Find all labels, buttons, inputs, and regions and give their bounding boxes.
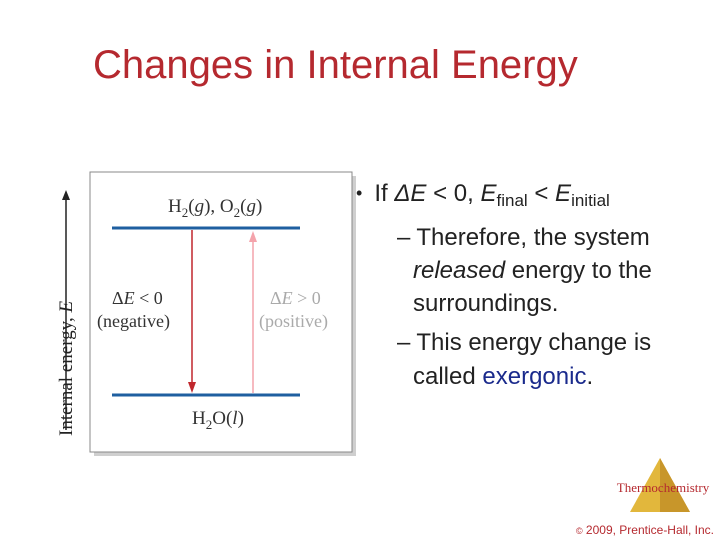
highlight-term: exergonic [482, 363, 586, 390]
bullet-text: < 0, [426, 180, 480, 207]
axis-label-text: Internal energy, [56, 313, 77, 436]
sub-bullet-line: released energy to the [413, 257, 652, 284]
bullet-text: E [480, 180, 497, 207]
bullet: • If ΔE < 0, Efinal < Einitial [356, 180, 610, 210]
top-level-label: H2(g), O2(g) [168, 196, 262, 220]
formula-part: ( [188, 196, 194, 217]
sub-bullet-text: energy to the [505, 257, 652, 284]
bullet-text: < [528, 180, 555, 207]
formula-part: ( [240, 196, 246, 217]
axis-label: Internal energy, E [56, 301, 77, 436]
sub-bullet: – Therefore, the system [397, 224, 650, 251]
subscript: 2 [206, 417, 213, 432]
down-arrowhead [188, 382, 196, 393]
label-part: > 0 [293, 288, 321, 308]
formula-part: H [192, 408, 206, 429]
sub-bullet-text: This energy change is [416, 329, 651, 356]
logo-pyramid-side [660, 458, 690, 512]
formula-part: O( [212, 408, 232, 429]
formula-part: ) [238, 408, 244, 429]
sub-bullet-text: released [413, 257, 506, 284]
right-label: ΔE > 0 [270, 288, 321, 308]
subscript: initial [571, 191, 610, 210]
formula-part: g [246, 196, 256, 217]
formula-part: ) [256, 196, 262, 217]
formula-part: g [195, 196, 205, 217]
subscript: 2 [182, 205, 189, 220]
bullet-text: If [374, 180, 394, 207]
label-part: E [123, 288, 135, 308]
bullet-text: E [555, 180, 572, 207]
copyright-symbol: © [576, 526, 583, 536]
sub-bullet: – This energy change is [397, 329, 651, 356]
sub-bullet-line: called exergonic. [413, 363, 593, 390]
formula-part: H [168, 196, 182, 217]
formula-part: ), O [204, 196, 234, 217]
subscript: 2 [234, 205, 241, 220]
sub-bullet-marker: – [397, 329, 411, 356]
sub-bullet-line: surroundings. [413, 290, 558, 317]
sub-bullet-text: . [586, 363, 593, 390]
label-part: Δ [112, 288, 124, 308]
sub-bullet-marker: – [397, 224, 411, 251]
sub-bullet-text: Therefore, the system [416, 224, 649, 251]
bullet-text: ΔE [393, 180, 427, 207]
formula-part: l [232, 408, 237, 429]
bottom-level-label: H2O(l) [192, 408, 244, 432]
up-arrowhead [249, 231, 257, 242]
left-label: (negative) [97, 311, 170, 332]
left-label: ΔE < 0 [112, 288, 163, 308]
axis-label-symbol: E [56, 301, 77, 314]
label-part: E [281, 288, 293, 308]
sub-bullet-text: called [413, 363, 482, 390]
footer: © 2009, Prentice-Hall, Inc. [576, 523, 714, 537]
logo-text: Thermochemistry [617, 480, 710, 495]
subscript: final [497, 191, 528, 210]
label-part: < 0 [135, 288, 163, 308]
bullet-marker: • [356, 183, 362, 203]
title: Changes in Internal Energy [93, 43, 578, 87]
right-label: (positive) [259, 311, 328, 332]
diagram-box [89, 171, 353, 453]
footer-text: 2009, Prentice-Hall, Inc. [583, 523, 714, 537]
axis-arrowhead [62, 190, 70, 200]
label-part: Δ [270, 288, 282, 308]
